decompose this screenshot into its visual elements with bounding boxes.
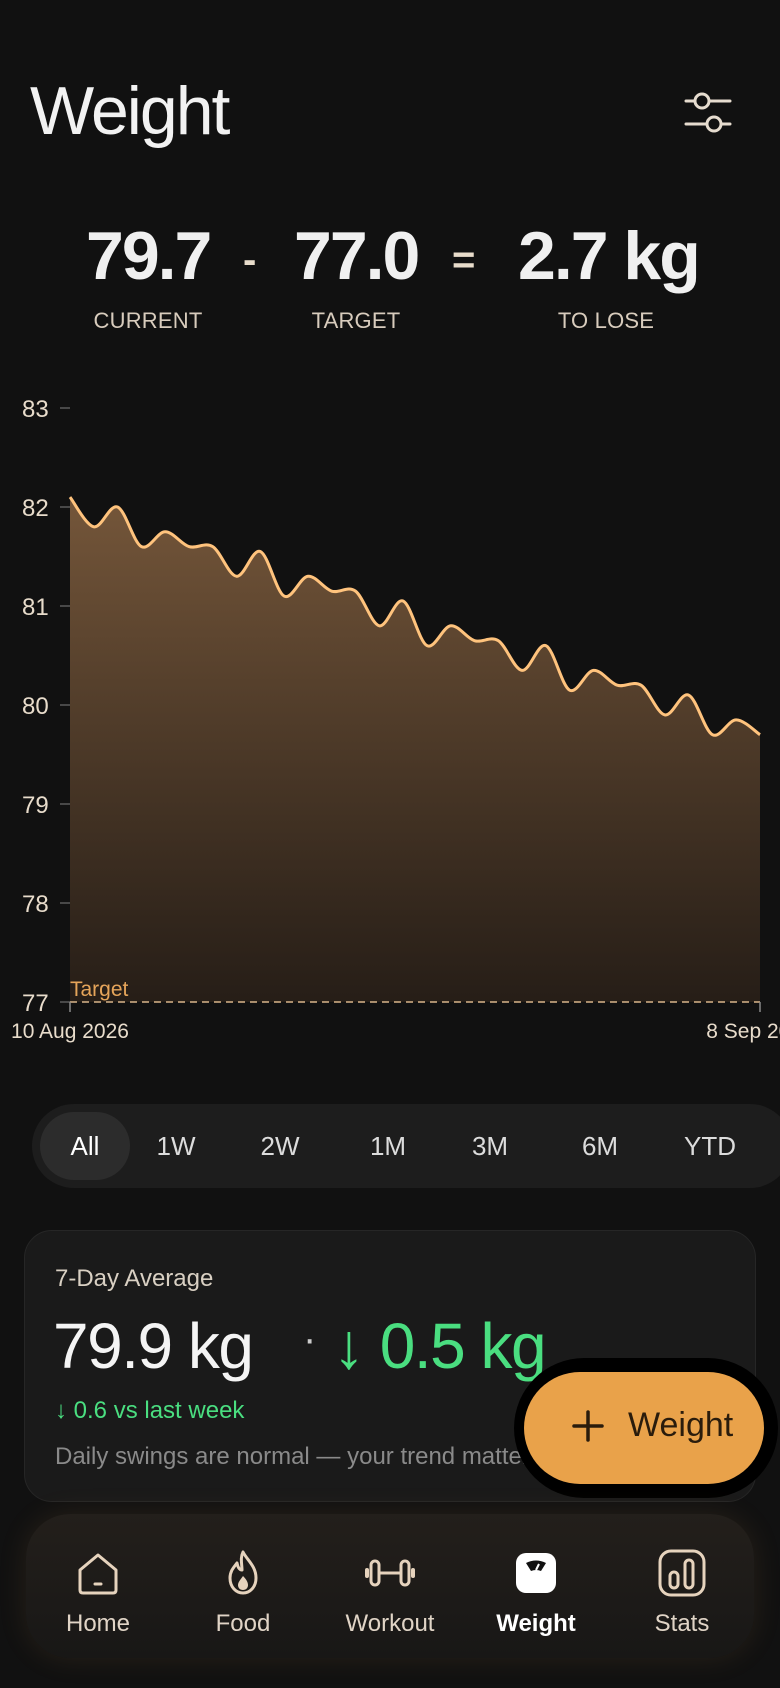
nav-item-workout[interactable]: Workout xyxy=(320,1530,460,1640)
weight-data-point xyxy=(591,668,595,672)
weight-chart-svg: 83 82 81 80 79 78 77 Target 10 Aug 2026 8 Sep 202… xyxy=(11,396,780,1043)
settings-button[interactable] xyxy=(676,86,740,140)
weight-data-point xyxy=(330,589,334,593)
week-comparison: ↓ 0.6 vs last week xyxy=(55,1397,245,1424)
weight-data-point xyxy=(68,495,72,499)
weight-data-point xyxy=(187,545,191,549)
page-title: Weight xyxy=(30,73,230,149)
y-tick-label: 77 xyxy=(22,990,49,1017)
range-6m[interactable]: 6M xyxy=(581,1130,619,1161)
time-range-selector: All 1W 2W 1M 3M 6M YTD xyxy=(32,1104,780,1188)
x-label-start: 10 Aug 2026 xyxy=(11,1020,129,1043)
add-weight-label: Weight xyxy=(628,1406,734,1444)
weight-data-point xyxy=(663,713,667,717)
weight-data-point xyxy=(544,644,548,648)
weight-data-point xyxy=(282,594,286,598)
minus-sign: - xyxy=(243,238,257,282)
plus-icon xyxy=(572,1410,604,1442)
weight-area-fill xyxy=(70,497,760,1002)
weight-data-point xyxy=(211,545,215,549)
range-1w[interactable]: 1W xyxy=(156,1130,196,1161)
nav-item-food[interactable]: Food xyxy=(173,1530,313,1640)
sliders-icon xyxy=(684,92,732,133)
average-separator: · xyxy=(303,1317,317,1361)
weight-data-point xyxy=(235,574,239,578)
target-weight-value: 77.0 xyxy=(294,218,420,294)
weight-data-point xyxy=(568,688,572,692)
average-value: 79.9 kg xyxy=(53,1310,254,1382)
range-2w[interactable]: 2W xyxy=(260,1130,300,1161)
weight-data-point xyxy=(401,599,405,603)
nav-item-weight[interactable]: Weight xyxy=(466,1530,606,1640)
average-change: ↓ 0.5 kg xyxy=(333,1310,547,1382)
flame-icon xyxy=(228,1550,258,1595)
weight-data-point xyxy=(354,589,358,593)
average-note: Daily swings are normal — your trend mat… xyxy=(55,1443,542,1470)
home-icon xyxy=(78,1553,118,1595)
current-weight-value: 79.7 xyxy=(86,218,212,294)
y-tick-label: 78 xyxy=(22,891,49,918)
weight-data-point xyxy=(758,733,762,737)
equals-sign: = xyxy=(452,238,476,282)
nav-label-workout: Workout xyxy=(345,1610,435,1637)
range-1m[interactable]: 1M xyxy=(369,1130,407,1161)
weight-data-point xyxy=(449,624,453,628)
weight-trend-line xyxy=(68,496,761,737)
weight-data-point xyxy=(734,718,738,722)
weight-data-point xyxy=(163,530,167,534)
weight-data-point xyxy=(520,668,524,672)
x-label-end: 8 Sep 2026 xyxy=(706,1020,780,1043)
weight-data-point xyxy=(258,550,262,554)
current-weight-label: CURRENT xyxy=(93,308,203,333)
average-card-title: 7-Day Average xyxy=(55,1265,214,1292)
weight-data-point xyxy=(615,683,619,687)
weight-data-point xyxy=(710,733,714,737)
y-tick-label: 83 xyxy=(22,396,49,423)
target-line-label: Target xyxy=(70,978,129,1001)
weight-data-point xyxy=(377,624,381,628)
seven-day-average-card: 7-Day Average 79.9 kg · ↓ 0.5 kg ↓ 0.6 v… xyxy=(24,1230,756,1502)
weight-data-point xyxy=(306,574,310,578)
weight-summary: 79.7 CURRENT - 77.0 TARGET = 2.7 kg TO L… xyxy=(0,218,780,338)
nav-label-stats: Stats xyxy=(654,1610,710,1637)
weight-data-point xyxy=(425,644,429,648)
range-ytd[interactable]: YTD xyxy=(684,1130,736,1161)
nav-label-home: Home xyxy=(65,1610,131,1637)
y-tick-label: 81 xyxy=(22,594,49,621)
to-lose-label: TO LOSE xyxy=(557,308,655,333)
nav-label-weight: Weight xyxy=(496,1610,576,1637)
weight-data-point xyxy=(139,545,143,549)
target-weight-label: TARGET xyxy=(311,308,401,333)
range-all[interactable]: All xyxy=(40,1112,130,1180)
weight-data-point xyxy=(472,639,476,643)
weight-data-point xyxy=(687,693,691,697)
bottom-navigation: Home Food Workout Weight Stat xyxy=(26,1514,754,1658)
y-tick-label: 80 xyxy=(22,693,49,720)
dumbbell-icon xyxy=(365,1559,415,1587)
weight-data-point xyxy=(496,639,500,643)
weight-data-point xyxy=(639,683,643,687)
range-3m[interactable]: 3M xyxy=(471,1130,509,1161)
weight-data-point xyxy=(92,525,96,529)
nav-label-food: Food xyxy=(215,1610,271,1637)
stats-icon xyxy=(658,1549,706,1597)
add-weight-button[interactable]: Weight xyxy=(524,1372,764,1484)
nav-item-stats[interactable]: Stats xyxy=(612,1530,752,1640)
weight-chart: 83 82 81 80 79 78 77 Target 10 Aug 2026 8 Sep 202… xyxy=(0,380,780,1060)
weight-data-point xyxy=(116,505,120,509)
nav-item-home[interactable]: Home xyxy=(28,1530,168,1640)
y-tick-label: 79 xyxy=(22,792,49,819)
scale-icon xyxy=(516,1553,556,1593)
to-lose-value: 2.7 kg xyxy=(518,218,701,294)
y-tick-label: 82 xyxy=(22,495,49,522)
